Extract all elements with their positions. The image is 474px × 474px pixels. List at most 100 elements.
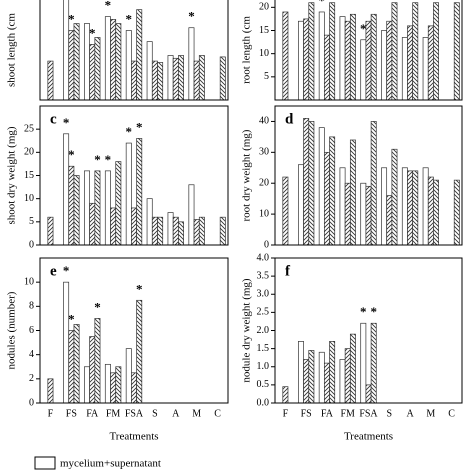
bar: [323, 362, 330, 404]
panel-label: f: [285, 263, 291, 279]
significance-star: *: [63, 263, 70, 278]
bar: [427, 176, 434, 246]
bar: [308, 350, 315, 404]
significance-star: *: [370, 304, 377, 319]
plot-frame: [39, 105, 229, 246]
bar: [344, 20, 351, 101]
x-tick-label: F: [48, 408, 54, 419]
y-axis-label: nodule dry weight (mg): [241, 278, 253, 383]
panel-label: d: [285, 111, 294, 127]
bar: [125, 348, 132, 404]
y-tick-label: 0.0: [257, 397, 270, 408]
significance-star: *: [136, 119, 143, 134]
plot-frame: [39, 0, 229, 101]
bar: [344, 348, 351, 404]
bar: [68, 165, 75, 246]
bar: [146, 41, 153, 101]
plot-frame: [39, 257, 229, 404]
bar: [136, 138, 143, 246]
x-tick-label: FSA: [359, 408, 378, 419]
significance-star: *: [89, 25, 96, 40]
bar: [298, 164, 304, 246]
bar: [422, 167, 429, 246]
x-tick-label: M: [192, 408, 201, 419]
bar: [110, 207, 117, 246]
bar: [89, 336, 96, 404]
significance-star: *: [126, 11, 133, 26]
plot-frame: [274, 0, 463, 101]
y-tick-label: 20: [259, 178, 269, 189]
bar: [136, 299, 143, 404]
bar: [172, 57, 179, 101]
bar: [370, 121, 377, 246]
significance-star: *: [136, 281, 143, 296]
bar: [323, 34, 330, 101]
bar: [401, 37, 408, 101]
bar: [386, 20, 393, 101]
plot-frame: [274, 257, 463, 404]
y-tick-label: 20: [24, 147, 34, 158]
x-tick-label: M: [426, 408, 435, 419]
bar: [94, 37, 101, 101]
x-tick-label: A: [406, 408, 414, 419]
significance-star: *: [105, 152, 112, 167]
bar: [115, 366, 122, 404]
bar: [47, 378, 54, 404]
bar: [172, 216, 179, 246]
y-tick-label: 0: [264, 239, 269, 250]
significance-star: *: [68, 311, 75, 326]
bar: [188, 27, 195, 101]
bar: [323, 151, 330, 246]
bar: [167, 212, 174, 246]
bar: [412, 2, 419, 101]
bar: [110, 19, 117, 101]
y-tick-label: 20: [259, 2, 269, 13]
bar: [167, 55, 174, 101]
bar: [349, 333, 356, 404]
bar: [370, 322, 377, 404]
bar: [433, 179, 439, 246]
bar: [178, 221, 184, 246]
significance-star: *: [94, 299, 101, 314]
bar: [308, 121, 315, 246]
y-tick-label: 30: [259, 147, 269, 158]
bar: [136, 9, 143, 101]
y-axis-label: shoot length (cm: [6, 13, 18, 87]
bar: [73, 23, 80, 101]
bar: [115, 161, 122, 246]
bar: [453, 179, 460, 246]
y-axis-label: shoot dry weight (mg): [6, 126, 18, 224]
significance-star: *: [360, 304, 367, 319]
y-tick-label: 5: [29, 216, 34, 227]
y-tick-label: 15: [24, 170, 34, 181]
significance-star: *: [126, 124, 133, 139]
bar: [329, 136, 336, 246]
bar: [94, 318, 101, 404]
bar: [193, 60, 200, 101]
bar: [303, 118, 310, 246]
legend-label: mycelium+supernatant: [60, 458, 161, 470]
y-tick-label: 2.5: [257, 307, 270, 318]
bar: [188, 184, 195, 246]
bar: [157, 216, 164, 246]
legend-swatch: [34, 456, 56, 470]
bar: [198, 216, 205, 246]
bar: [73, 324, 80, 404]
y-tick-label: 0.5: [257, 379, 270, 390]
x-axis-label: Treatments: [344, 431, 393, 443]
y-axis-label: root length (cm: [241, 16, 253, 84]
bar: [339, 167, 346, 246]
x-tick-label: C: [214, 408, 221, 419]
x-tick-label: A: [172, 408, 180, 419]
bar: [401, 167, 408, 246]
bar: [219, 56, 226, 101]
bar: [89, 202, 96, 246]
y-tick-label: 10: [259, 208, 269, 219]
y-tick-label: 5: [264, 71, 269, 82]
y-tick-label: 8: [29, 301, 34, 312]
y-tick-label: 3.0: [257, 289, 270, 300]
bar: [427, 25, 434, 101]
x-tick-label: FSA: [125, 408, 144, 419]
bar: [89, 44, 96, 101]
bar: [219, 216, 226, 246]
